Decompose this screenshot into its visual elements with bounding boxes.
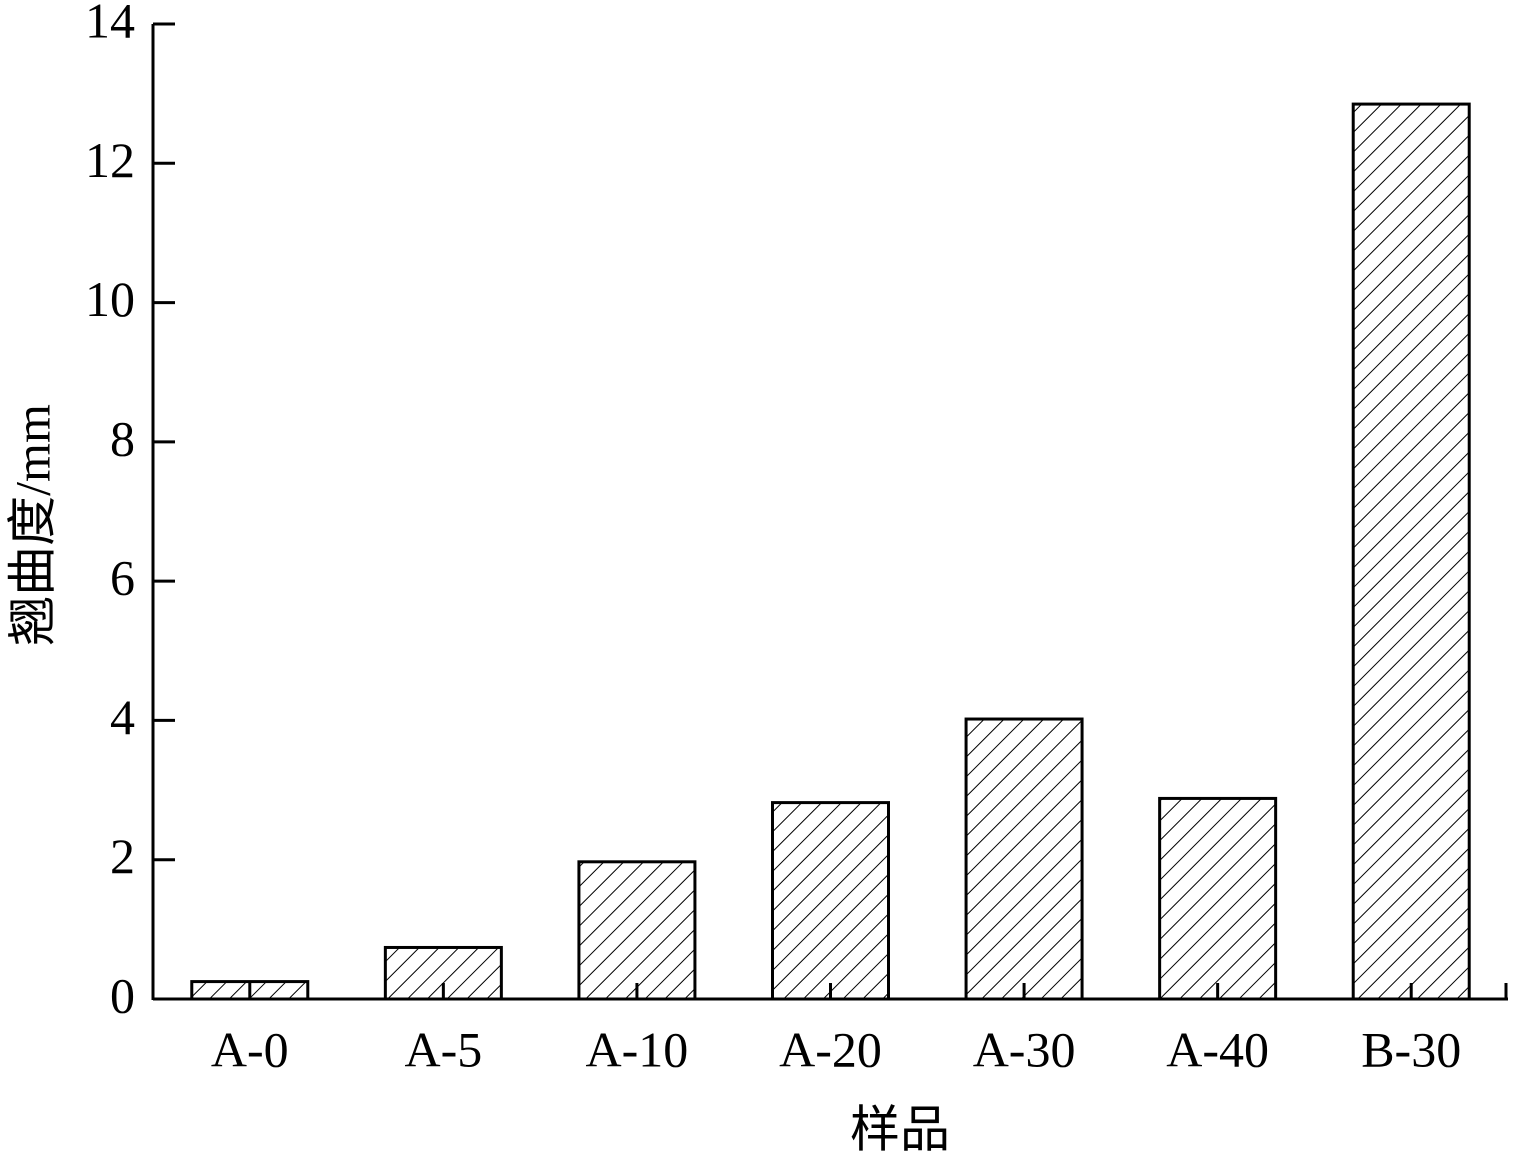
bar	[771, 801, 890, 1001]
x-tick-label: B-30	[1361, 1021, 1461, 1077]
x-tick-label: A-30	[973, 1021, 1076, 1077]
bar	[964, 717, 1084, 1001]
x-tick-label: A-20	[779, 1021, 882, 1077]
bar	[1351, 102, 1471, 1001]
y-tick-label: 12	[85, 132, 135, 188]
y-tick-label: 8	[110, 410, 135, 466]
bar	[1158, 796, 1278, 1001]
y-tick-label: 0	[110, 967, 135, 1023]
bar	[577, 860, 697, 1001]
x-tick-label: A-0	[211, 1021, 289, 1077]
x-tick-label: A-40	[1166, 1021, 1269, 1077]
x-axis-title: 样品	[850, 1101, 950, 1157]
y-tick-label: 10	[85, 271, 135, 327]
y-axis-title: 翘曲度/mm	[4, 404, 60, 646]
y-tick-label: 4	[110, 689, 135, 745]
y-tick-label: 6	[110, 550, 135, 606]
y-tick-label: 2	[110, 828, 135, 884]
y-tick-label: 14	[85, 0, 135, 48]
x-tick-label: A-5	[404, 1021, 482, 1077]
x-tick-label: A-10	[586, 1021, 689, 1077]
